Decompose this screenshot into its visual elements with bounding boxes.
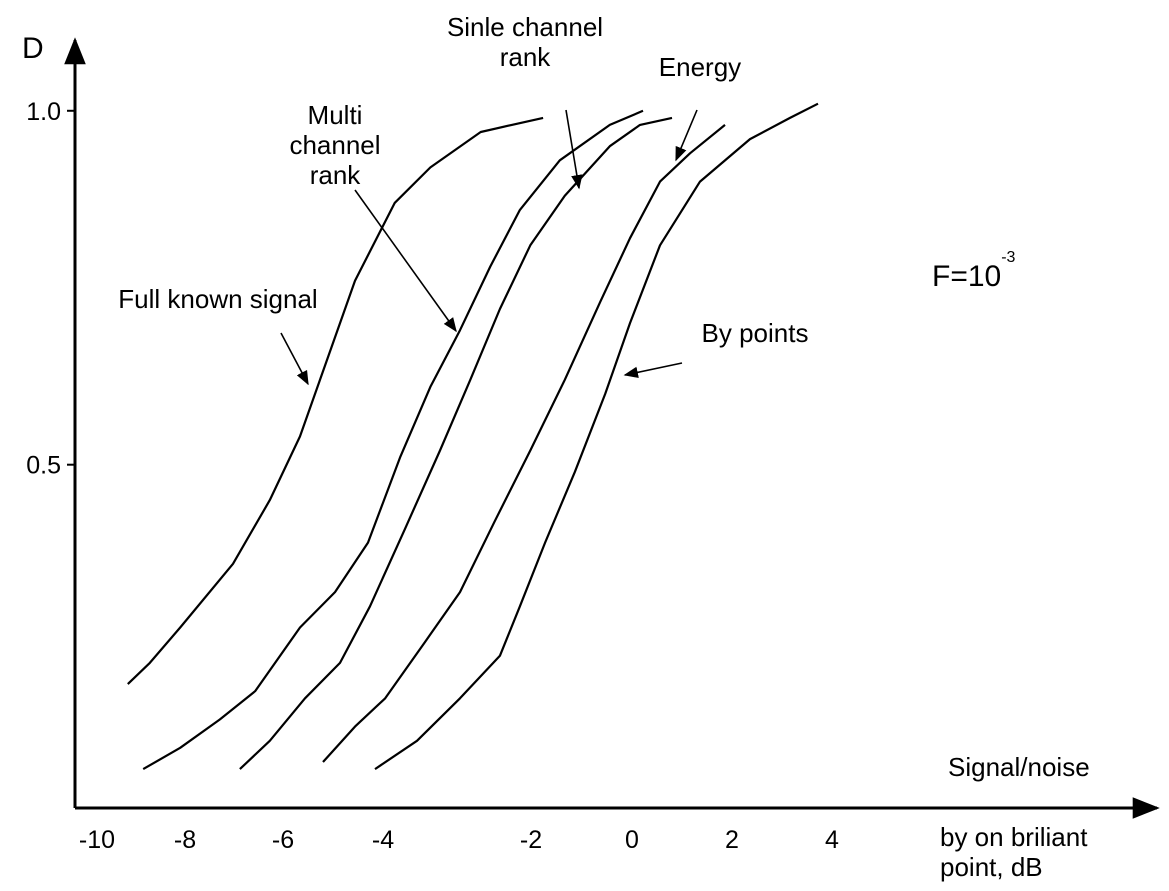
x-tick-label: -10: [79, 826, 115, 854]
series-line: [374, 102, 819, 771]
annotation-superscript: -3: [1001, 249, 1015, 266]
series-label: Sinle channel rank: [446, 12, 604, 72]
series-line: [322, 124, 726, 763]
x-tick-label: 2: [725, 826, 739, 854]
arrow: [354, 189, 457, 333]
x-tick-label: 0: [625, 826, 639, 854]
x-axis-label: Signal/noise: [948, 752, 1090, 782]
series-label: Multi channel rank: [289, 100, 381, 190]
annotation: F=10-3: [932, 249, 1016, 293]
series-label: Energy: [658, 52, 742, 82]
arrow: [623, 362, 683, 378]
series-line: [127, 116, 544, 685]
arrow: [675, 109, 698, 162]
annotation-arrows: [280, 109, 698, 386]
series-line: [239, 116, 673, 770]
arrow: [565, 109, 583, 190]
x-tick-label: -6: [272, 826, 294, 854]
series-line: [142, 109, 644, 771]
arrow: [280, 332, 309, 386]
x-tick-label: -2: [520, 826, 542, 854]
annotation-text: F=10: [932, 260, 1001, 293]
y-axis-label: D: [22, 32, 44, 65]
x-tick-label: 4: [825, 826, 839, 854]
x-tick-label: -8: [174, 826, 196, 854]
series-label: Full known signal: [118, 284, 318, 314]
x-tick-label: -4: [372, 826, 394, 854]
y-tick-label: 0.5: [26, 452, 61, 480]
series-label: By points: [701, 318, 809, 348]
y-tick-label: 1.0: [26, 98, 61, 126]
x-axis-note: by on briliant point, dB: [940, 822, 1088, 882]
